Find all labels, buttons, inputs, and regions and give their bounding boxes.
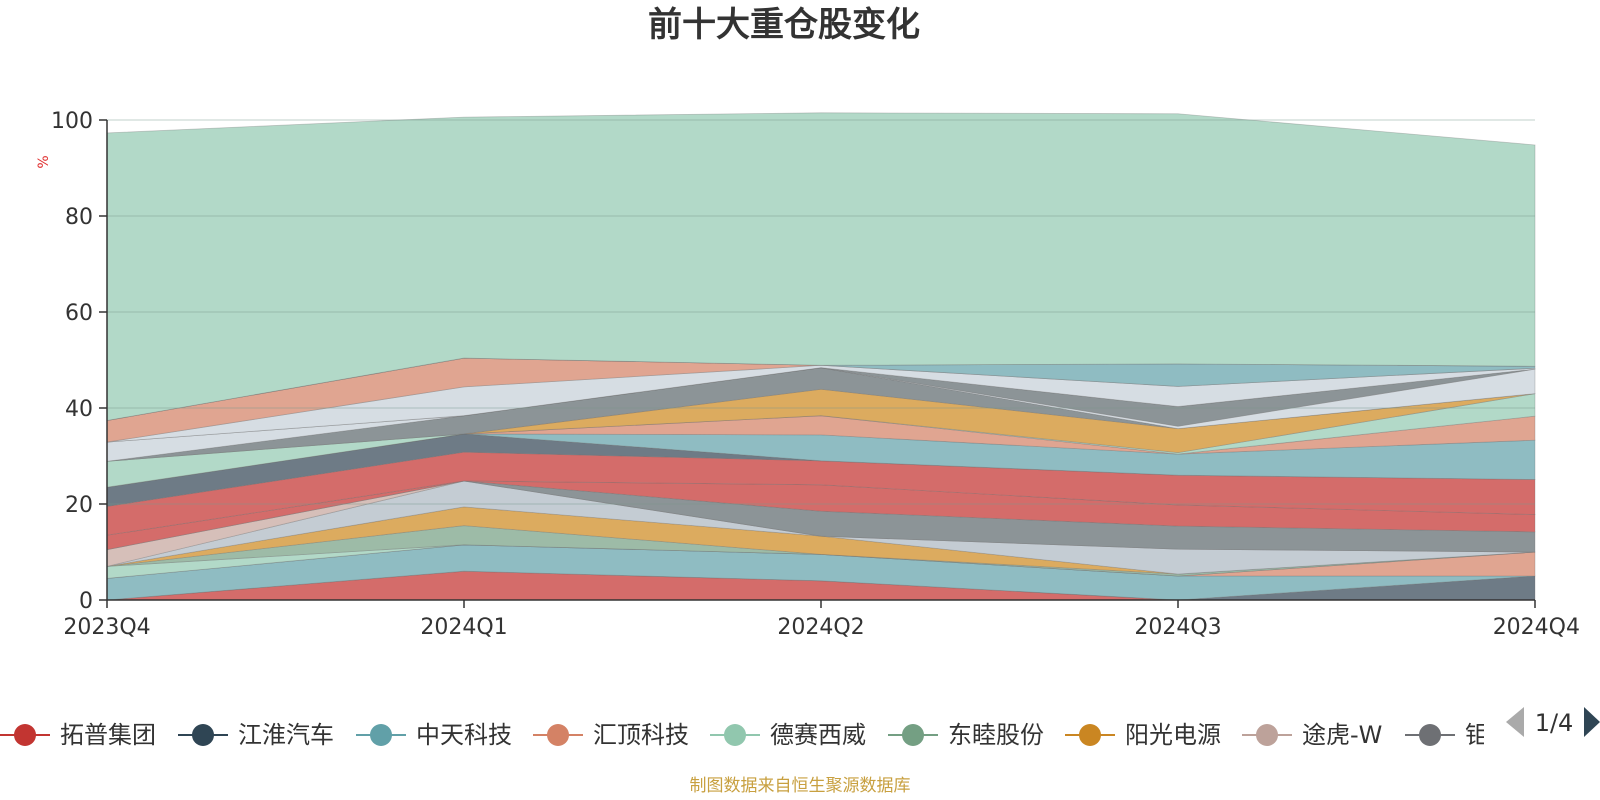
legend-marker-icon (547, 724, 569, 746)
area-series-15 (106, 393, 1536, 488)
pager-prev-icon[interactable] (1506, 707, 1524, 737)
axes (99, 119, 1536, 608)
legend-clip-mask (1484, 705, 1600, 765)
legend-marker-icon (1256, 724, 1278, 746)
pager-next-icon[interactable] (1584, 707, 1600, 737)
legend-label: 东睦股份 (948, 721, 1044, 749)
x-tick-label: 2024Q4 (1493, 615, 1580, 640)
legend-marker-icon (14, 724, 36, 746)
area-series-24 (106, 112, 1536, 421)
legend-item[interactable]: 阳光电源 (1065, 721, 1221, 749)
legend-label: 阳光电源 (1125, 721, 1221, 749)
x-tick-labels: 2023Q4 2024Q1 2024Q2 2024Q3 2024Q4 (63, 615, 1580, 640)
y-tick-label: 100 (51, 109, 93, 134)
x-tick-label: 2023Q4 (63, 615, 150, 640)
source-note: 制图数据来自恒生聚源数据库 (690, 776, 911, 796)
legend-label: 途虎-W (1302, 721, 1382, 749)
y-axis-label: % (36, 155, 52, 168)
legend-item[interactable]: 拓普集团 (0, 721, 156, 749)
legend-pager[interactable]: 1/4 (1506, 707, 1600, 737)
grid-lines (107, 119, 1535, 505)
pager-label: 1/4 (1535, 709, 1574, 737)
legend-item[interactable]: 汇顶科技 (533, 721, 689, 749)
x-tick-label: 2024Q1 (420, 615, 507, 640)
chart-title: 前十大重仓股变化 (648, 5, 920, 45)
y-tick-label: 60 (65, 301, 93, 326)
y-tick-label: 20 (65, 493, 93, 518)
legend-marker-icon (370, 724, 392, 746)
legend-item[interactable]: 德赛西威 (710, 721, 866, 749)
legend-item[interactable]: 东睦股份 (888, 721, 1044, 749)
legend-marker-icon (192, 724, 214, 746)
area-series-group (106, 112, 1536, 601)
legend-label: 德赛西威 (770, 721, 866, 749)
y-tick-label: 0 (79, 589, 93, 614)
legend-item[interactable]: 途虎-W (1242, 721, 1382, 749)
legend-marker-icon (1079, 724, 1101, 746)
y-tick-labels: 0 20 40 60 80 100 (51, 109, 93, 614)
legend-label: 江淮汽车 (238, 721, 334, 749)
y-tick-label: 80 (65, 205, 93, 230)
y-tick-label: 40 (65, 397, 93, 422)
legend-item[interactable]: 中天科技 (356, 721, 512, 749)
legend-marker-icon (902, 724, 924, 746)
legend-item[interactable]: 钜 (1405, 721, 1489, 749)
legend-label: 汇顶科技 (593, 721, 689, 749)
legend-marker-icon (724, 724, 746, 746)
legend-item[interactable]: 江淮汽车 (178, 721, 334, 749)
legend[interactable]: 拓普集团 江淮汽车 中天科技 汇顶科技 德赛西威 东睦股份 阳光电源 途虎-W 钜 (0, 705, 1600, 765)
area-series-11 (106, 451, 1536, 536)
x-tick-label: 2024Q2 (777, 615, 864, 640)
legend-label: 拓普集团 (60, 721, 156, 749)
legend-marker-icon (1419, 724, 1441, 746)
legend-label: 中天科技 (416, 721, 512, 749)
x-tick-label: 2024Q3 (1134, 615, 1221, 640)
